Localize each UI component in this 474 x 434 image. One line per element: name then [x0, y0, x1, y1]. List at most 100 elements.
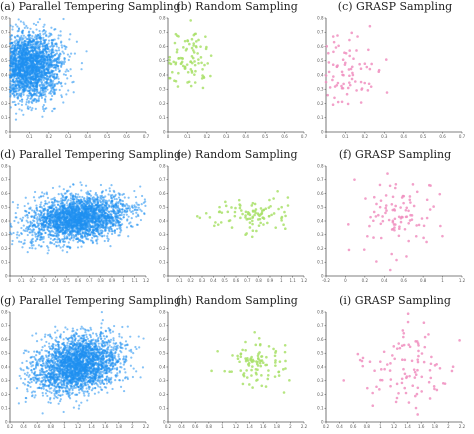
- data-point: [67, 245, 70, 248]
- data-point: [41, 67, 44, 70]
- data-point: [28, 231, 31, 234]
- data-point: [16, 25, 19, 28]
- data-point: [348, 81, 351, 84]
- data-point: [57, 56, 60, 59]
- data-point: [10, 47, 14, 50]
- data-point: [42, 47, 45, 51]
- data-point: [367, 82, 371, 86]
- data-point: [56, 235, 59, 239]
- data-point: [190, 46, 194, 50]
- y-tick-label: 0.8: [159, 15, 166, 20]
- data-point: [58, 208, 62, 211]
- data-point: [9, 95, 12, 98]
- data-point: [21, 55, 25, 58]
- data-point: [63, 211, 66, 215]
- data-point: [31, 89, 34, 92]
- data-point: [48, 34, 52, 37]
- series-points: [324, 24, 389, 107]
- data-point: [9, 91, 12, 94]
- data-point: [40, 71, 43, 74]
- data-point: [33, 89, 36, 93]
- data-point: [59, 210, 62, 213]
- data-point: [53, 208, 56, 211]
- data-point: [23, 72, 26, 75]
- data-point: [56, 73, 59, 76]
- data-point: [70, 201, 73, 204]
- data-point: [46, 244, 49, 248]
- data-point: [34, 239, 37, 243]
- data-point: [48, 75, 52, 78]
- data-point: [341, 73, 344, 77]
- data-point: [13, 35, 16, 38]
- data-point: [175, 48, 179, 51]
- data-point: [22, 21, 25, 24]
- data-point: [43, 192, 46, 195]
- data-point: [23, 239, 26, 242]
- data-point: [53, 66, 56, 69]
- data-point: [113, 219, 116, 222]
- data-point: [11, 25, 14, 28]
- data-point: [108, 230, 111, 233]
- data-point: [49, 66, 52, 69]
- data-point: [38, 85, 42, 88]
- y-tick-label: 0: [321, 129, 324, 134]
- y-tick-label: 0.4: [159, 72, 166, 77]
- data-point: [93, 228, 96, 231]
- data-point: [42, 79, 45, 82]
- data-point: [68, 204, 71, 207]
- data-point: [30, 108, 33, 112]
- data-point: [34, 107, 37, 110]
- data-point: [79, 215, 82, 219]
- data-point: [56, 75, 59, 78]
- data-point: [58, 69, 61, 73]
- data-point: [12, 83, 15, 86]
- data-point: [360, 87, 364, 90]
- data-point: [94, 234, 97, 238]
- data-point: [91, 233, 95, 237]
- data-point: [44, 100, 47, 104]
- data-point: [57, 200, 61, 203]
- data-point: [17, 71, 20, 74]
- data-point: [49, 63, 52, 66]
- data-point: [50, 26, 53, 29]
- x-tick-label: 0.7: [143, 134, 150, 139]
- data-point: [112, 195, 115, 198]
- data-point: [115, 203, 118, 206]
- data-point: [350, 77, 354, 81]
- y-tick-label: 0.8: [1, 163, 8, 168]
- data-point: [53, 89, 56, 92]
- data-point: [45, 34, 48, 38]
- data-point: [88, 229, 91, 232]
- data-point: [40, 80, 43, 83]
- panel-title-a: (a) Parallel Tempering Sampling: [0, 0, 181, 13]
- data-point: [15, 57, 18, 60]
- panel-b: (b) Random Sampling 0 0.1 0.2 0.3 0.4 0.5 0.6 0…: [158, 0, 316, 145]
- data-point: [45, 50, 48, 54]
- data-point: [104, 195, 107, 198]
- x-tick-label: 0: [9, 134, 12, 139]
- data-point: [32, 77, 36, 81]
- data-point: [369, 85, 373, 88]
- data-point: [25, 66, 28, 69]
- data-point: [131, 212, 135, 215]
- data-point: [20, 103, 24, 107]
- data-point: [62, 73, 66, 76]
- data-point: [101, 207, 105, 210]
- data-point: [182, 46, 185, 49]
- data-point: [110, 230, 114, 233]
- data-point: [68, 203, 71, 206]
- data-point: [46, 58, 49, 61]
- data-point: [331, 78, 334, 82]
- data-point: [10, 63, 13, 66]
- data-point: [17, 40, 20, 44]
- data-point: [60, 197, 63, 200]
- data-point: [60, 85, 63, 88]
- data-point: [13, 55, 16, 58]
- data-point: [62, 17, 65, 21]
- data-point: [50, 98, 53, 101]
- data-point: [20, 64, 23, 68]
- data-point: [348, 54, 351, 58]
- data-point: [38, 67, 41, 70]
- data-point: [29, 50, 32, 53]
- data-point: [29, 43, 32, 46]
